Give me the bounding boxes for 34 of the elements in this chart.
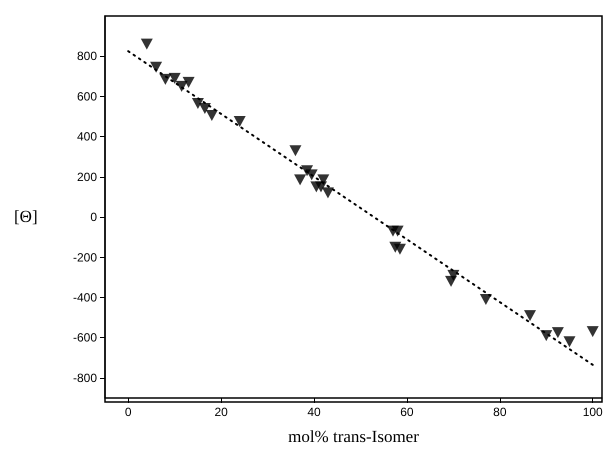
- y-tick-label: 800: [76, 49, 98, 64]
- y-tick-label: -600: [72, 330, 98, 345]
- x-tick-label: 80: [493, 405, 507, 419]
- point: [289, 145, 302, 156]
- point: [445, 276, 458, 287]
- y-tick-label: 200: [76, 170, 98, 184]
- point: [198, 102, 211, 114]
- point: [586, 326, 599, 338]
- x-tick-label: 40: [307, 405, 322, 419]
- y-tick-label: -200: [72, 250, 98, 264]
- point: [140, 38, 153, 50]
- point: [480, 294, 492, 305]
- point: [168, 72, 181, 84]
- point: [234, 116, 246, 128]
- point: [394, 244, 406, 255]
- x-axis-title: mol% trans-Isomer: [288, 427, 420, 446]
- point: [563, 336, 576, 348]
- y-tick-label: 600: [76, 89, 98, 104]
- y-tick-label: -800: [72, 370, 98, 385]
- x-tick-label: 0: [124, 405, 132, 419]
- point: [322, 187, 334, 198]
- x-tick-label: 60: [400, 405, 414, 419]
- y-tick-label: -400: [72, 290, 98, 304]
- point: [182, 76, 195, 88]
- point: [294, 174, 306, 186]
- x-tick-label: 100: [582, 405, 604, 419]
- y-axis-title: [Θ]: [14, 207, 38, 226]
- point: [524, 310, 536, 322]
- y-tick-label: 400: [76, 130, 98, 144]
- point: [392, 226, 404, 237]
- y-tick-label: 0: [90, 210, 98, 224]
- x-tick-label: 20: [214, 405, 228, 419]
- point: [206, 110, 218, 122]
- point: [552, 327, 564, 338]
